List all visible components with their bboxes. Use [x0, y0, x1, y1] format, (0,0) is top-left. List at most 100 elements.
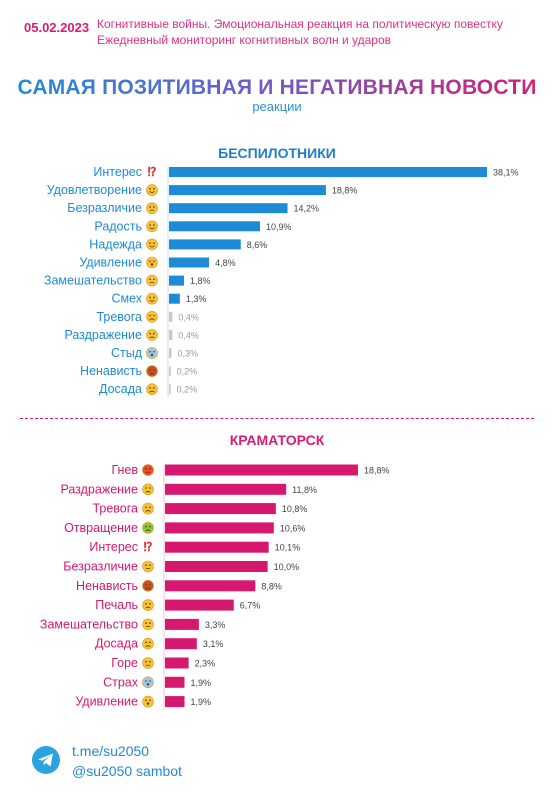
- value-label: 10,0%: [274, 562, 300, 572]
- bar: [165, 618, 199, 630]
- category-label: Безразличие: [63, 560, 138, 574]
- bar-row: Печаль 6,7%: [95, 598, 260, 612]
- bar: [169, 167, 487, 177]
- bar-row: Удивление 1,9%: [75, 695, 211, 709]
- exclamation-question-icon: ⁉: [148, 165, 157, 179]
- worried-emoji-icon: [146, 311, 158, 323]
- category-label: Безразличие: [67, 201, 142, 215]
- smile-emoji-icon: [146, 184, 158, 196]
- bar-row: Удивление 4,8%: [79, 256, 235, 270]
- value-label: 10,9%: [266, 222, 292, 232]
- category-label: Интерес: [89, 540, 138, 554]
- grin-emoji-icon: [146, 220, 158, 233]
- bar: [169, 239, 241, 250]
- bar: [169, 311, 173, 322]
- bar-row: Досада 0,2%: [99, 382, 197, 396]
- category-label: Отвращение: [64, 521, 138, 535]
- category-label: Стыд: [111, 346, 143, 360]
- value-label: 0,2%: [177, 367, 198, 377]
- scream-emoji-icon: [146, 347, 158, 359]
- value-label: 2,3%: [195, 659, 216, 669]
- chart-1-title: БЕСПИЛОТНИКИ: [218, 145, 336, 161]
- crying-emoji-icon: [142, 657, 154, 669]
- category-label: Смех: [111, 292, 142, 306]
- value-label: 10,1%: [275, 543, 301, 553]
- exclamation-question-icon: ⁉: [144, 540, 153, 554]
- nauseated-emoji-icon: [142, 522, 154, 534]
- bar-row: Стыд 0,3%: [111, 346, 198, 360]
- category-label: Раздражение: [60, 482, 138, 496]
- chart-bespilotniki: Интерес ⁉ 38,1% Удовлетворение 18,8% Безразли…: [44, 165, 519, 398]
- pray-emoji-icon: [146, 238, 158, 251]
- value-label: 0,3%: [178, 349, 199, 359]
- value-label: 38,1%: [493, 168, 519, 178]
- bar-row: Надежда 8,6%: [89, 237, 267, 251]
- bar-row: Замешательство 1,8%: [44, 274, 211, 288]
- bar: [165, 657, 189, 669]
- bar: [169, 293, 180, 304]
- bar: [165, 580, 256, 592]
- header-line-1: Когнитивные войны. Эмоциональная реакция…: [97, 17, 503, 31]
- category-label: Печаль: [95, 598, 138, 612]
- category-label: Ненависть: [80, 364, 142, 378]
- telegram-icon[interactable]: [32, 746, 60, 774]
- bar: [169, 329, 173, 340]
- bar-row: Страх 1,9%: [103, 675, 211, 689]
- laugh-emoji-icon: [146, 292, 158, 305]
- category-label: Замешательство: [40, 617, 138, 631]
- value-label: 4,8%: [215, 258, 236, 268]
- category-label: Надежда: [89, 237, 142, 251]
- category-label: Радость: [94, 219, 142, 233]
- value-label: 6,7%: [240, 601, 261, 611]
- chart-kramatorsk: Гнев 18,8% Раздражение 11,8% Тревога 10,8% Отв…: [40, 463, 390, 710]
- bar: [169, 348, 172, 358]
- category-label: Интерес: [93, 165, 142, 179]
- bar: [169, 257, 210, 268]
- value-label: 8,8%: [261, 581, 282, 591]
- worried-emoji-icon: [142, 502, 154, 515]
- neutral-emoji-icon: [142, 560, 154, 573]
- bar-row: Безразличие 10,0%: [63, 560, 299, 574]
- bar-row: Раздражение 0,4%: [64, 328, 198, 342]
- value-label: 1,9%: [191, 697, 212, 707]
- page-subtitle: реакции: [252, 99, 302, 114]
- bar: [165, 561, 268, 572]
- bar-row: Раздражение 11,8%: [60, 482, 317, 496]
- bar-row: Досада 3,1%: [95, 637, 223, 651]
- header-line-2: Ежедневный мониторинг когнитивных волн и…: [97, 33, 391, 47]
- report-date: 05.02.2023: [24, 20, 90, 35]
- sad-emoji-icon: [142, 599, 154, 611]
- bar-row: Смех 1,3%: [111, 292, 206, 306]
- value-label: 18,8%: [364, 466, 390, 476]
- annoyed-emoji-icon: [142, 483, 154, 496]
- category-label: Раздражение: [64, 328, 142, 342]
- section-divider: [20, 418, 534, 419]
- category-label: Горе: [111, 656, 138, 670]
- bar: [165, 522, 274, 534]
- angry-emoji-icon: [142, 580, 154, 592]
- category-label: Удивление: [75, 695, 138, 709]
- value-label: 0,2%: [177, 385, 198, 395]
- value-label: 18,8%: [332, 186, 358, 196]
- bar: [169, 203, 288, 214]
- value-label: 10,8%: [282, 504, 308, 514]
- bar-row: Тревога 0,4%: [96, 310, 198, 324]
- value-label: 11,8%: [292, 485, 317, 495]
- category-label: Замешательство: [44, 274, 142, 288]
- bar: [165, 696, 185, 708]
- bar-row: Интерес ⁉ 10,1%: [89, 540, 300, 554]
- bar: [165, 638, 197, 650]
- scream-emoji-icon: [142, 676, 154, 689]
- svg-text:⁉: ⁉: [148, 165, 157, 179]
- category-label: Страх: [103, 675, 139, 689]
- bar-row: Безразличие 14,2%: [67, 201, 319, 215]
- frown-emoji-icon: [142, 637, 154, 650]
- telegram-bot-link[interactable]: @su2050 sambot: [72, 763, 182, 779]
- bar: [165, 541, 269, 553]
- bar-row: Радость 10,9%: [94, 219, 291, 233]
- value-label: 1,9%: [191, 678, 212, 688]
- page-title: САМАЯ ПОЗИТИВНАЯ И НЕГАТИВНАЯ НОВОСТИ: [0, 76, 554, 100]
- telegram-link[interactable]: t.me/su2050: [72, 743, 150, 759]
- annoyed-emoji-icon: [146, 329, 158, 341]
- bar-row: Тревога 10,8%: [92, 502, 307, 516]
